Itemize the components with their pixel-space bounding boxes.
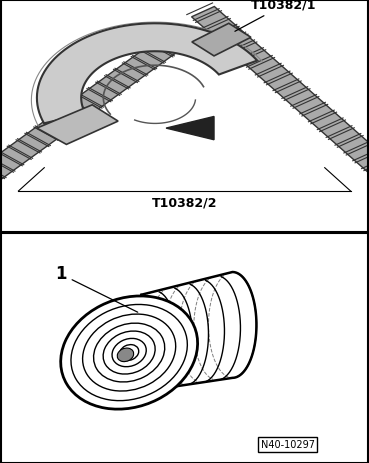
Ellipse shape xyxy=(61,296,198,409)
Polygon shape xyxy=(192,6,369,173)
Text: T10382/1: T10382/1 xyxy=(235,0,317,31)
Polygon shape xyxy=(140,272,256,392)
Polygon shape xyxy=(37,105,118,144)
Ellipse shape xyxy=(117,348,134,362)
Polygon shape xyxy=(166,116,214,140)
Text: N40-10297: N40-10297 xyxy=(261,439,315,450)
Polygon shape xyxy=(37,23,257,123)
Text: T10382/2: T10382/2 xyxy=(152,196,217,209)
Text: 1: 1 xyxy=(55,265,138,312)
Polygon shape xyxy=(0,41,177,181)
Polygon shape xyxy=(192,23,251,56)
